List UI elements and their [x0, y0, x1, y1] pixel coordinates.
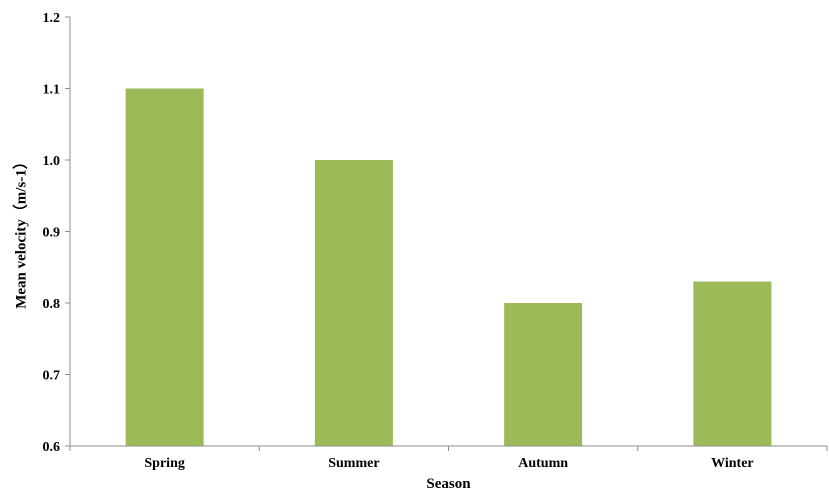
x-tick-label: Autumn [518, 456, 568, 471]
y-tick-label: 0.9 [43, 226, 61, 241]
bar-winter [693, 282, 771, 446]
bar-autumn [504, 303, 582, 446]
y-tick-label: 0.6 [43, 440, 61, 455]
y-tick-label: 1.2 [43, 11, 61, 26]
y-tick-label: 1.0 [43, 154, 61, 169]
bar-spring [126, 89, 204, 447]
x-tick-label: Winter [711, 456, 754, 471]
x-axis-ticks: Spring Summer Autumn Winter [70, 446, 827, 471]
x-tick-label: Summer [328, 456, 379, 471]
y-tick-label: 0.8 [43, 297, 61, 312]
y-axis-title: Mean velocity（m/s-1） [11, 154, 29, 309]
y-axis-ticks: 0.6 0.7 0.8 0.9 1.0 1.1 1.2 [43, 11, 71, 455]
x-axis-title: Season [426, 476, 471, 492]
y-tick-label: 0.7 [43, 369, 61, 384]
x-tick-label: Spring [144, 456, 184, 471]
y-tick-label: 1.1 [43, 83, 61, 98]
bar-summer [315, 160, 393, 446]
bars-group [126, 89, 772, 447]
